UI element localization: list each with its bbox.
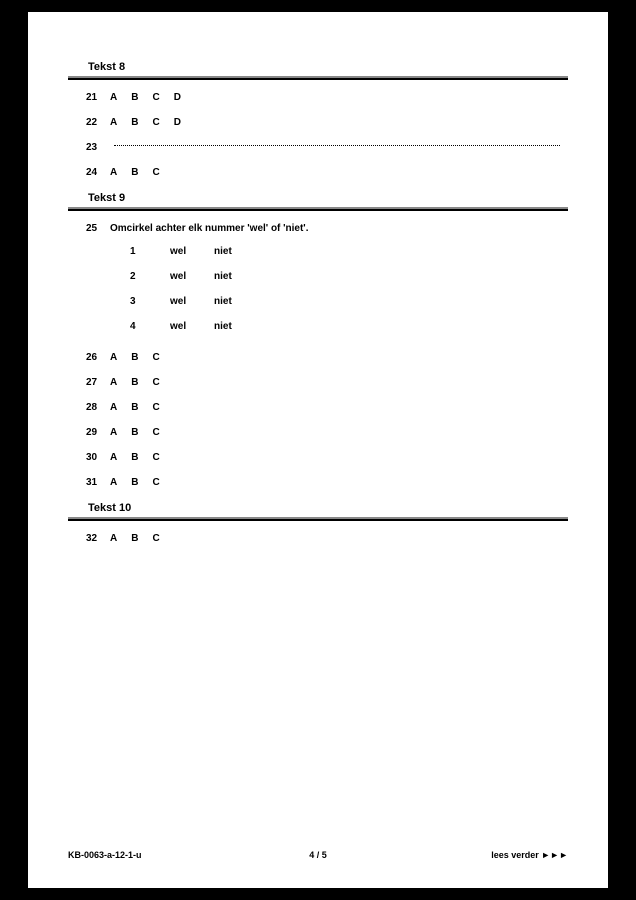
- section-title: Tekst 9: [88, 192, 568, 204]
- mc-option[interactable]: C: [152, 352, 159, 363]
- mc-option[interactable]: D: [174, 117, 181, 128]
- mc-option[interactable]: A: [110, 533, 117, 544]
- mc-option[interactable]: C: [152, 477, 159, 488]
- instruction-row: 25Omcirkel achter elk nummer 'wel' of 'n…: [86, 223, 568, 234]
- tf-option-wel[interactable]: wel: [170, 296, 214, 307]
- question-row: 29A B C: [86, 427, 568, 438]
- mc-option[interactable]: B: [131, 377, 138, 388]
- tf-option-wel[interactable]: wel: [170, 271, 214, 282]
- question-number: 28: [86, 402, 110, 413]
- section-title: Tekst 8: [88, 61, 568, 73]
- question-row: 23: [86, 142, 568, 153]
- truefalse-row: 4welniet: [130, 321, 568, 332]
- mc-option[interactable]: C: [152, 117, 159, 128]
- footer-right: lees verder ►►►: [491, 850, 568, 860]
- mc-option[interactable]: C: [152, 92, 159, 103]
- question-row: 32A B C: [86, 533, 568, 544]
- page-footer: KB-0063-a-12-1-u 4 / 5 lees verder ►►►: [68, 850, 568, 860]
- question-number: 23: [86, 142, 110, 153]
- mc-option[interactable]: A: [110, 477, 117, 488]
- mc-option[interactable]: B: [131, 402, 138, 413]
- tf-number: 3: [130, 296, 170, 307]
- mc-option[interactable]: A: [110, 352, 117, 363]
- tf-number: 4: [130, 321, 170, 332]
- options-group: A B C D: [110, 92, 181, 103]
- options-group: A B C: [110, 477, 160, 488]
- section-title: Tekst 10: [88, 502, 568, 514]
- question-number: 32: [86, 533, 110, 544]
- mc-option[interactable]: A: [110, 92, 117, 103]
- options-group: A B C: [110, 533, 160, 544]
- section-divider: [68, 76, 568, 80]
- content-area: Tekst 821ABCD22ABCD2324ABCTekst 925Omcir…: [68, 61, 568, 544]
- mc-option[interactable]: B: [131, 117, 138, 128]
- question-number: 31: [86, 477, 110, 488]
- question-row: 27A B C: [86, 377, 568, 388]
- tf-option-niet[interactable]: niet: [214, 296, 258, 307]
- question-number: 27: [86, 377, 110, 388]
- tf-number: 2: [130, 271, 170, 282]
- tf-number: 1: [130, 246, 170, 257]
- tf-option-wel[interactable]: wel: [170, 321, 214, 332]
- mc-option[interactable]: B: [131, 427, 138, 438]
- question-number: 30: [86, 452, 110, 463]
- mc-option[interactable]: C: [152, 377, 159, 388]
- question-row: 21A B C D: [86, 92, 568, 103]
- options-group: A B C D: [110, 117, 181, 128]
- question-row: 26A B C: [86, 352, 568, 363]
- tf-option-niet[interactable]: niet: [214, 246, 258, 257]
- options-group: A B C: [110, 167, 160, 178]
- question-number: 25: [86, 223, 110, 234]
- open-answer-line[interactable]: [114, 145, 560, 146]
- tf-option-wel[interactable]: wel: [170, 246, 214, 257]
- options-group: A B C: [110, 352, 160, 363]
- tf-option-niet[interactable]: niet: [214, 271, 258, 282]
- question-number: 21: [86, 92, 110, 103]
- mc-option[interactable]: A: [110, 167, 117, 178]
- mc-option[interactable]: C: [152, 167, 159, 178]
- mc-option[interactable]: B: [131, 477, 138, 488]
- mc-option[interactable]: B: [131, 92, 138, 103]
- mc-option[interactable]: C: [152, 427, 159, 438]
- question-row: 31A B C: [86, 477, 568, 488]
- question-number: 26: [86, 352, 110, 363]
- mc-option[interactable]: B: [131, 352, 138, 363]
- options-group: A B C: [110, 452, 160, 463]
- tf-option-niet[interactable]: niet: [214, 321, 258, 332]
- section-divider: [68, 517, 568, 521]
- mc-option[interactable]: A: [110, 117, 117, 128]
- mc-option[interactable]: A: [110, 427, 117, 438]
- mc-option[interactable]: A: [110, 377, 117, 388]
- question-row: 22A B C D: [86, 117, 568, 128]
- mc-option[interactable]: B: [131, 452, 138, 463]
- section-divider: [68, 207, 568, 211]
- mc-option[interactable]: C: [152, 452, 159, 463]
- instruction-text: Omcirkel achter elk nummer 'wel' of 'nie…: [110, 223, 308, 234]
- mc-option[interactable]: D: [174, 92, 181, 103]
- question-row: 30A B C: [86, 452, 568, 463]
- footer-center: 4 / 5: [309, 850, 327, 860]
- question-row: 28A B C: [86, 402, 568, 413]
- question-number: 24: [86, 167, 110, 178]
- truefalse-row: 1welniet: [130, 246, 568, 257]
- mc-option[interactable]: B: [131, 533, 138, 544]
- mc-option[interactable]: A: [110, 452, 117, 463]
- answer-sheet-page: Tekst 821ABCD22ABCD2324ABCTekst 925Omcir…: [28, 12, 608, 888]
- footer-left: KB-0063-a-12-1-u: [68, 850, 142, 860]
- options-group: A B C: [110, 377, 160, 388]
- question-number: 29: [86, 427, 110, 438]
- options-group: A B C: [110, 402, 160, 413]
- mc-option[interactable]: B: [131, 167, 138, 178]
- question-row: 24A B C: [86, 167, 568, 178]
- question-number: 22: [86, 117, 110, 128]
- truefalse-row: 2welniet: [130, 271, 568, 282]
- options-group: A B C: [110, 427, 160, 438]
- truefalse-row: 3welniet: [130, 296, 568, 307]
- mc-option[interactable]: C: [152, 533, 159, 544]
- mc-option[interactable]: C: [152, 402, 159, 413]
- mc-option[interactable]: A: [110, 402, 117, 413]
